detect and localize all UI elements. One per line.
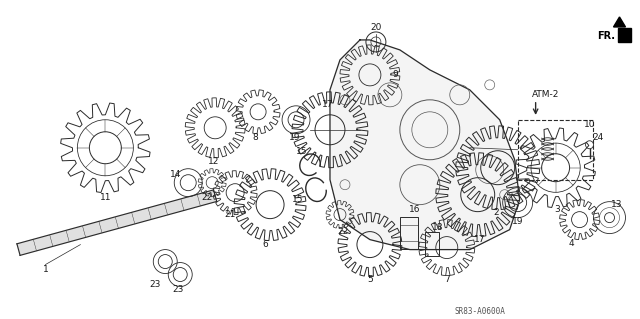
Text: 21: 21	[225, 210, 236, 219]
Bar	[425, 232, 439, 256]
Text: 14: 14	[170, 170, 181, 179]
Text: 2: 2	[493, 208, 499, 217]
Text: 7: 7	[444, 275, 450, 284]
Text: 4: 4	[569, 239, 574, 248]
Polygon shape	[614, 17, 625, 27]
Text: 13: 13	[611, 200, 622, 209]
Bar	[400, 217, 418, 249]
Text: 15: 15	[292, 195, 304, 204]
Text: ATM-2: ATM-2	[532, 90, 559, 99]
Text: 15: 15	[296, 147, 308, 156]
Text: 20: 20	[370, 24, 381, 33]
Polygon shape	[618, 28, 632, 42]
Text: 24: 24	[592, 133, 603, 142]
Text: 10: 10	[584, 120, 595, 129]
Bar	[518, 120, 593, 180]
Text: 5: 5	[367, 275, 372, 284]
Text: 17: 17	[322, 100, 333, 109]
Text: 3: 3	[555, 205, 561, 214]
Text: 23: 23	[173, 285, 184, 294]
Text: 22: 22	[337, 227, 349, 236]
Text: 19: 19	[289, 133, 301, 142]
Text: 22: 22	[202, 193, 213, 202]
Text: 11: 11	[100, 193, 111, 202]
Text: 23: 23	[150, 280, 161, 289]
Text: 17: 17	[474, 235, 486, 244]
Text: 18: 18	[432, 223, 444, 232]
Text: 16: 16	[409, 205, 420, 214]
Text: 19: 19	[512, 217, 524, 226]
Text: 1: 1	[43, 265, 49, 274]
Text: 8: 8	[252, 133, 258, 142]
Text: FR.: FR.	[598, 31, 616, 41]
Text: SR83-A0600A: SR83-A0600A	[454, 308, 505, 316]
Polygon shape	[330, 40, 520, 249]
Polygon shape	[17, 190, 217, 256]
Text: 9: 9	[392, 70, 397, 79]
Text: 12: 12	[207, 157, 219, 166]
Text: 6: 6	[262, 240, 268, 249]
